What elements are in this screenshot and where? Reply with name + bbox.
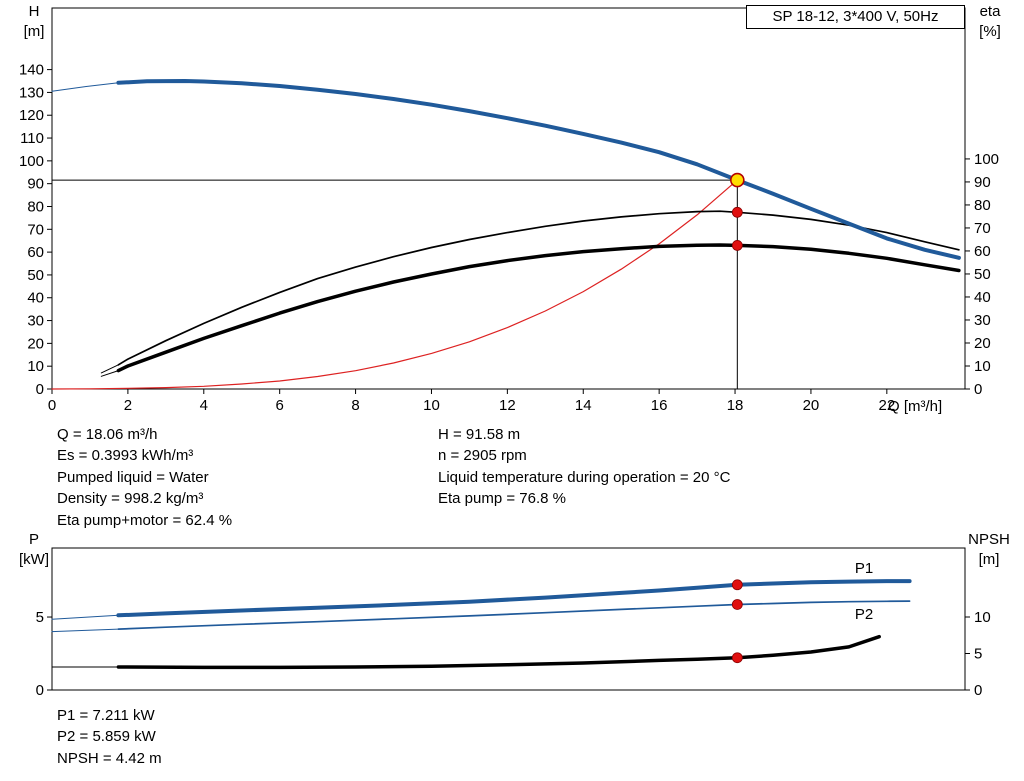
eta-pump-motor-lead xyxy=(100,370,119,377)
y-right-tick-label: 50 xyxy=(974,266,991,283)
x-tick-label: 4 xyxy=(200,397,208,414)
eta-pump xyxy=(117,210,960,366)
x-tick-label: 12 xyxy=(499,397,516,414)
power-npsh-data: P1 = 7.211 kW P2 = 5.859 kW NPSH = 4.42 … xyxy=(57,705,162,769)
x-tick-label: 14 xyxy=(575,397,592,414)
info-line: Q = 18.06 m³/h xyxy=(57,426,158,443)
info-line: Eta pump+motor = 62.4 % xyxy=(57,511,233,529)
operating-data-right: H = 91.58 m n = 2905 rpm Liquid temperat… xyxy=(438,424,730,510)
y-left-tick-label: 140 xyxy=(19,62,44,79)
y-left-tick-label: 20 xyxy=(27,335,44,352)
info-line: H = 91.58 m xyxy=(438,426,521,443)
y-left-tick-label: 100 xyxy=(19,153,44,170)
y-left-tick-label: 0 xyxy=(36,381,44,398)
info-line: Eta pump = 76.8 % xyxy=(438,490,566,508)
head-curve xyxy=(116,79,961,260)
system-curve xyxy=(51,179,738,390)
p2-lead xyxy=(51,628,119,633)
y-right-tick-label: 5 xyxy=(974,645,982,662)
y-left-tick-label: 110 xyxy=(20,130,44,147)
q-axis-label: Q [m³/h] xyxy=(888,398,943,415)
y-right-tick-label: 70 xyxy=(974,220,991,237)
y-left-tick-label: 120 xyxy=(19,107,44,124)
eta-pump-motor xyxy=(116,243,961,373)
y-right-tick-label: 30 xyxy=(974,312,991,329)
info-line: n = 2905 rpm xyxy=(438,447,527,465)
x-tick-label: 16 xyxy=(651,397,668,414)
p2-curve xyxy=(117,600,911,630)
y-right-tick-label: 100 xyxy=(974,151,999,168)
y-left-tick-label: 50 xyxy=(27,267,44,284)
npsh-axis-unit-label: [m] xyxy=(978,551,1000,568)
y-right-tick-label: 0 xyxy=(974,381,982,398)
y-right-tick-label: 80 xyxy=(974,197,991,214)
eta-axis-label: eta xyxy=(979,3,1001,20)
info-line: P2 = 5.859 kW xyxy=(57,728,156,746)
p1-lead xyxy=(51,614,119,620)
series-label-P1: P1 xyxy=(855,560,873,577)
npsh-axis-label: NPSH xyxy=(968,531,1010,548)
operating-data-left: Q = 18.06 m³/h Es = 0.3993 kWh/m³ Pumped… xyxy=(57,424,232,531)
x-tick-label: 8 xyxy=(351,397,359,414)
x-tick-label: 2 xyxy=(124,397,132,414)
x-tick-label: 10 xyxy=(423,397,440,414)
x-tick-label: 20 xyxy=(803,397,820,414)
y-right-tick-label: 0 xyxy=(974,682,982,699)
x-tick-label: 22 xyxy=(878,397,895,414)
top-plot-frame xyxy=(51,7,966,390)
y-right-tick-label: 60 xyxy=(974,243,991,260)
p-axis-unit-label: [kW] xyxy=(19,551,49,568)
head-lead xyxy=(51,82,119,92)
y-right-tick-label: 10 xyxy=(974,609,991,626)
p1-point xyxy=(731,579,743,591)
y-left-tick-label: 80 xyxy=(27,198,44,215)
y-left-tick-label: 40 xyxy=(27,290,44,307)
eta-pump-lead xyxy=(100,364,119,374)
p-axis-label: P xyxy=(28,531,39,548)
p1-curve xyxy=(116,579,912,618)
y-right-tick-label: 90 xyxy=(974,174,991,191)
info-line: Density = 998.2 kg/m³ xyxy=(57,490,204,508)
eta-pump-point xyxy=(731,206,743,218)
y-right-tick-label: 40 xyxy=(974,289,991,306)
series-label-P2: P2 xyxy=(855,606,873,623)
y-left-tick-label: 0 xyxy=(36,682,44,699)
h-axis-label: H xyxy=(28,3,40,20)
y-left-tick-label: 60 xyxy=(27,244,44,261)
y-left-tick-label: 70 xyxy=(27,221,44,238)
eta-pump-motor-point xyxy=(731,240,743,251)
y-left-tick-label: 130 xyxy=(19,84,44,101)
eta-axis-unit-label: [%] xyxy=(979,23,1001,40)
x-tick-label: 6 xyxy=(276,397,284,414)
npsh-point xyxy=(731,652,743,664)
p2-point xyxy=(731,599,743,610)
pump-title-box: SP 18-12, 3*400 V, 50Hz xyxy=(746,5,965,29)
info-line: P1 = 7.211 kW xyxy=(57,707,155,724)
y-left-tick-label: 30 xyxy=(27,313,44,330)
y-right-tick-label: 10 xyxy=(974,358,991,375)
h-axis-unit-label: [m] xyxy=(23,23,45,40)
info-line: Liquid temperature during operation = 20… xyxy=(438,468,731,486)
y-right-tick-label: 20 xyxy=(974,335,991,352)
y-left-tick-label: 5 xyxy=(36,609,44,626)
duty-point xyxy=(730,172,745,188)
x-tick-label: 0 xyxy=(48,397,56,414)
x-tick-label: 18 xyxy=(727,397,744,414)
y-left-tick-label: 10 xyxy=(27,358,44,375)
info-line: Es = 0.3993 kWh/m³ xyxy=(57,447,194,465)
npsh-curve xyxy=(116,634,881,670)
y-left-tick-label: 90 xyxy=(27,176,44,193)
info-line: Pumped liquid = Water xyxy=(57,468,209,486)
info-line: NPSH = 4.42 m xyxy=(57,749,162,767)
